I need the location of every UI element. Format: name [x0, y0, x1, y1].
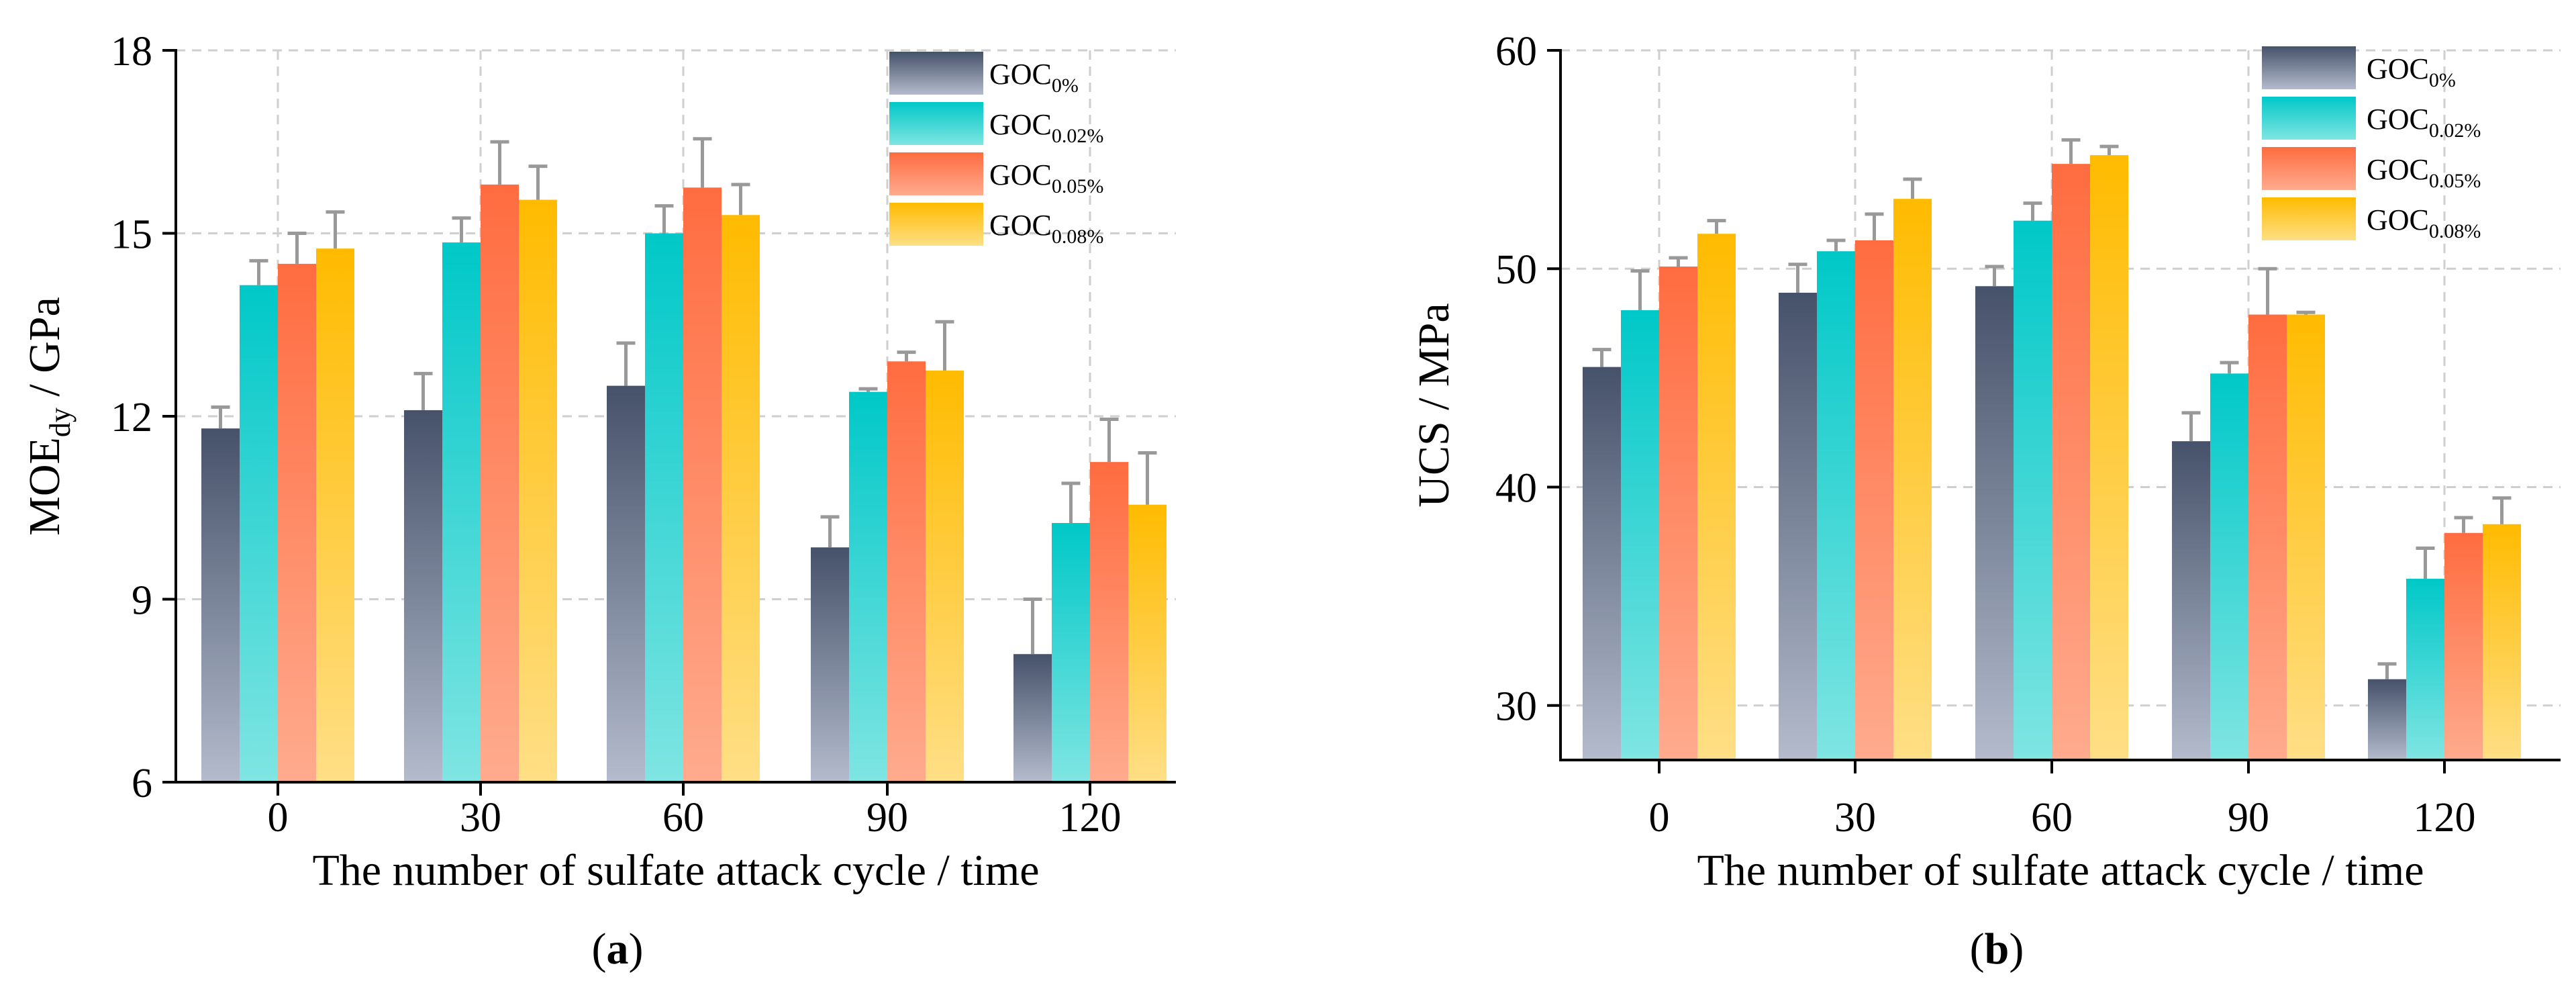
bar — [1128, 504, 1167, 782]
bar — [442, 242, 481, 782]
bar — [2090, 155, 2128, 760]
panel-label: (a) — [592, 925, 644, 974]
bar — [722, 215, 760, 782]
bar — [2172, 441, 2210, 760]
x-tick-label: 60 — [662, 795, 704, 841]
x-tick-label: 60 — [2031, 795, 2073, 841]
y-tick-label: 12 — [111, 395, 152, 440]
bar — [607, 385, 645, 782]
bar — [1975, 286, 2014, 760]
bar — [2287, 314, 2325, 760]
y-tick-label: 18 — [111, 29, 152, 75]
bar — [1817, 251, 1855, 761]
x-axis-label: The number of sulfate attack cycle / tim… — [1697, 846, 2424, 895]
panel-label: (b) — [1970, 925, 2024, 974]
bar — [1013, 654, 1052, 782]
bar — [2483, 524, 2521, 760]
bar — [481, 184, 519, 782]
legend-label: GOC0.08% — [2367, 203, 2481, 242]
legend-swatch — [889, 102, 983, 145]
legend: GOC0% GOC0.02% GOC0.05% GOC0.08% — [2262, 46, 2481, 242]
legend-swatch — [2262, 97, 2356, 140]
x-tick-label: 120 — [1059, 795, 1122, 841]
y-tick-label: 30 — [1495, 684, 1537, 730]
bar — [1621, 310, 1659, 760]
legend-label: GOC0.02% — [989, 108, 1103, 147]
x-tick-label: 120 — [2414, 795, 2476, 841]
legend-label: GOC0.05% — [989, 158, 1103, 197]
bar — [240, 285, 278, 782]
bar — [201, 428, 240, 782]
bar — [2444, 532, 2483, 760]
y-tick-label: 40 — [1495, 465, 1537, 511]
bar — [1090, 462, 1128, 782]
legend-swatch — [2262, 46, 2356, 89]
y-tick-label: 50 — [1495, 247, 1537, 293]
bar — [2406, 579, 2444, 760]
chart-panel-a: 6 9 12 15 18 0 30 60 90 120 The number of sulfate … — [20, 29, 1176, 974]
bar — [316, 248, 354, 782]
legend-swatch — [889, 203, 983, 246]
bar — [1583, 367, 1621, 760]
legend-label: GOC0.02% — [2367, 103, 2481, 142]
legend-swatch — [889, 52, 983, 95]
x-tick-label: 90 — [866, 795, 908, 841]
bar — [926, 370, 964, 782]
x-axis-label: The number of sulfate attack cycle / tim… — [312, 846, 1039, 895]
bar — [2248, 314, 2287, 760]
chart-panel-b: 30 40 50 60 0 30 60 90 120 The number of sulfate … — [1409, 29, 2561, 974]
x-tick-label: 30 — [1834, 795, 1876, 841]
legend-label: GOC0% — [989, 58, 1079, 97]
bar — [1779, 293, 1817, 760]
legend-swatch — [2262, 147, 2356, 190]
bar — [2052, 164, 2090, 760]
legend-label: GOC0.05% — [2367, 153, 2481, 192]
bar — [2210, 373, 2248, 760]
y-axis-label: UCS / MPa — [1409, 303, 1458, 507]
x-tick-label: 0 — [268, 795, 289, 841]
bar — [1893, 199, 1932, 760]
bar — [887, 361, 926, 782]
bar — [1052, 522, 1090, 782]
bar — [811, 547, 849, 782]
x-tick-label: 0 — [1649, 795, 1670, 841]
bar — [849, 391, 887, 782]
bar — [1855, 240, 1893, 760]
bar — [2368, 679, 2406, 760]
y-tick-label: 60 — [1495, 29, 1537, 75]
y-tick-label: 15 — [111, 212, 152, 258]
y-axis-label: MOEdy / GPa — [20, 297, 77, 536]
bar — [278, 263, 316, 783]
y-tick-label: 6 — [132, 761, 152, 806]
bar — [1659, 266, 1697, 760]
x-tick-label: 90 — [2228, 795, 2269, 841]
bar — [683, 187, 722, 782]
legend-swatch — [889, 152, 983, 195]
bar — [404, 410, 442, 782]
x-tick-label: 30 — [460, 795, 501, 841]
y-tick-label: 9 — [132, 578, 152, 624]
bar — [519, 199, 557, 783]
legend: GOC0% GOC0.02% GOC0.05% GOC0.08% — [889, 52, 1103, 248]
bar — [645, 233, 683, 782]
legend-swatch — [2262, 197, 2356, 240]
bar — [1697, 234, 1736, 760]
legend-label: GOC0% — [2367, 52, 2456, 91]
legend-label: GOC0.08% — [989, 209, 1103, 248]
bar — [2014, 220, 2052, 760]
